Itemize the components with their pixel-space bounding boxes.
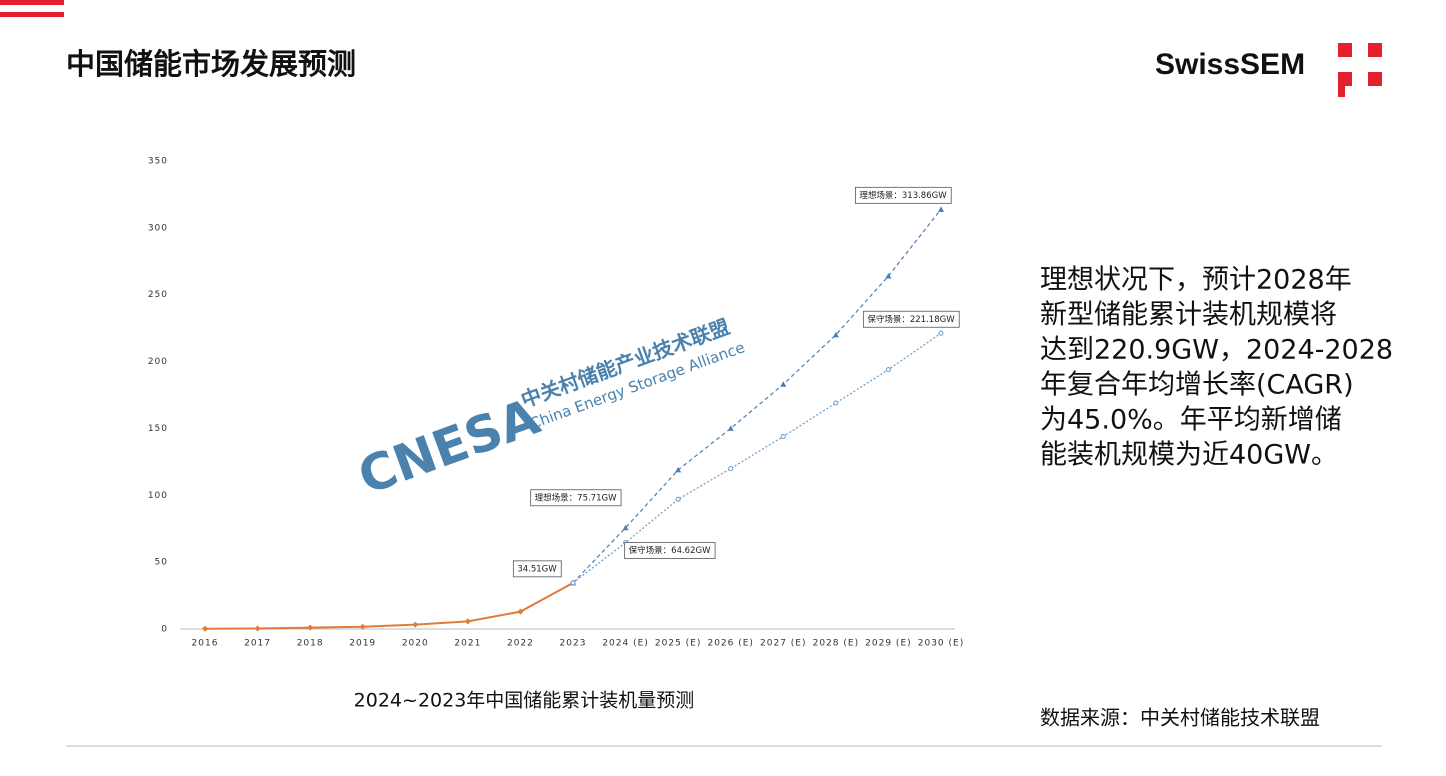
logo-mark (1338, 43, 1382, 97)
marker (307, 624, 314, 631)
summary-line: 理想状况下，预计2028年 (1040, 265, 1352, 296)
data-label: 34.51GW (517, 564, 557, 574)
marker (833, 400, 839, 406)
marker (780, 433, 786, 439)
data-label-box (530, 489, 622, 507)
source: 数据来源：中关村储能技术联盟 (1040, 706, 1320, 730)
x-tick-label: 2021 (454, 639, 481, 649)
marker (675, 496, 681, 502)
x-tick-label: 2027 (E) (760, 639, 806, 649)
series-line (204, 581, 574, 630)
watermark: CNESA 中关村储能产业技术联盟 China Energy Storage A… (351, 314, 747, 506)
x-tick-label: 2025 (E) (655, 639, 701, 649)
summary: 理想状况下，预计2028年新型储能累计装机规模将达到220.9GW，2024-2… (1040, 265, 1393, 471)
y-tick-label: 100 (148, 491, 168, 501)
x-tick-label: 2018 (297, 639, 324, 649)
y-tick-label: 350 (148, 157, 168, 167)
y-tick-label: 250 (148, 290, 168, 300)
x-tick-label: 2016 (192, 639, 219, 649)
marker (938, 330, 944, 336)
data-label: 保守场景：221.18GW (867, 314, 955, 325)
x-tick-label: 2029 (E) (865, 639, 911, 649)
x-tick-label: 2019 (349, 639, 376, 649)
y-tick-label: 150 (148, 424, 168, 434)
data-label-box (862, 310, 960, 328)
marker (780, 381, 787, 387)
y-tick-label: 200 (148, 357, 168, 367)
marker (885, 272, 892, 279)
x-tick-label: 2024 (E) (602, 639, 648, 649)
x-tick-label: 2028 (E) (813, 639, 859, 649)
marker (359, 623, 366, 630)
y-tick-label: 50 (155, 558, 168, 568)
data-label-box (512, 560, 562, 578)
marker (570, 580, 576, 586)
marker (517, 608, 524, 615)
marker (202, 625, 208, 632)
marker (622, 524, 629, 531)
x-tick-label: 2026 (E) (707, 639, 753, 649)
marker (727, 425, 734, 431)
summary-line: 年复合年均增长率(CAGR) (1040, 370, 1354, 401)
slide-title: 中国储能市场发展预测 (66, 47, 356, 81)
watermark-logo: CNESA (351, 387, 547, 506)
data-label-box (624, 542, 716, 559)
series-line (572, 332, 942, 584)
marker (885, 367, 891, 373)
marker (728, 466, 734, 472)
data-label: 理想场景：75.71GW (535, 492, 617, 503)
marker (832, 331, 839, 338)
summary-line: 新型储能累计装机规模将 (1040, 300, 1337, 331)
series-line (572, 208, 942, 584)
decor-stripe (0, 12, 64, 17)
y-tick-label: 0 (161, 625, 168, 635)
data-label-box (854, 186, 952, 204)
x-tick-label: 2023 (560, 639, 587, 649)
logo-text: SwissSEM (1155, 48, 1305, 81)
y-tick-label: 300 (148, 223, 168, 233)
summary-line: 达到220.9GW，2024-2028 (1040, 335, 1393, 366)
x-tick-label: 2022 (507, 639, 534, 649)
marker (938, 206, 944, 212)
marker (464, 618, 471, 625)
data-label: 理想场景：313.86GW (859, 190, 947, 201)
x-tick-label: 2017 (244, 639, 271, 649)
chart-caption: 2024~2023年中国储能累计装机量预测 (354, 690, 695, 712)
marker (412, 621, 419, 628)
x-tick-label: 2030 (E) (918, 639, 964, 649)
marker (675, 466, 682, 473)
data-label: 保守场景：64.62GW (629, 545, 711, 556)
summary-line: 为45.0%。年平均新增储 (1040, 405, 1342, 436)
x-tick-label: 2020 (402, 639, 429, 649)
decor-stripe (0, 0, 64, 5)
summary-line: 能装机规模为近40GW。 (1040, 440, 1338, 471)
marker (254, 625, 261, 632)
